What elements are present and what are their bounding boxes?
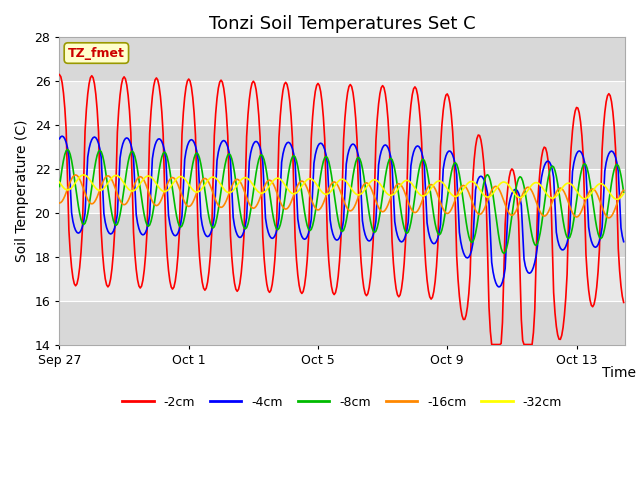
Text: TZ_fmet: TZ_fmet [68, 47, 125, 60]
X-axis label: Time: Time [602, 366, 636, 380]
Bar [60, 37, 625, 81]
Bar [60, 257, 625, 300]
Title: Tonzi Soil Temperatures Set C: Tonzi Soil Temperatures Set C [209, 15, 476, 33]
Bar [60, 300, 625, 345]
Bar [60, 81, 625, 125]
Bar [60, 125, 625, 169]
Bar [60, 169, 625, 213]
Bar [60, 213, 625, 257]
Y-axis label: Soil Temperature (C): Soil Temperature (C) [15, 120, 29, 262]
Legend: -2cm, -4cm, -8cm, -16cm, -32cm: -2cm, -4cm, -8cm, -16cm, -32cm [117, 391, 567, 414]
